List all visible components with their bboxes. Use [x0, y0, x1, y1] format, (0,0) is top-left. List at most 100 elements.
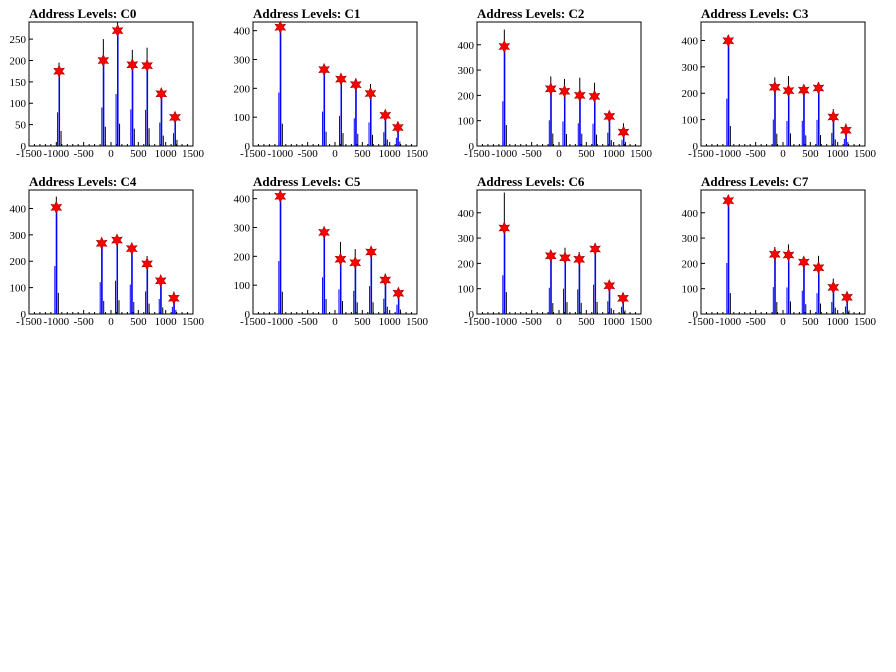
x-tick-label: -1000	[43, 316, 69, 328]
peak-bar	[279, 27, 282, 146]
peak-star-marker	[155, 87, 168, 101]
x-tick-label: 1000	[827, 316, 850, 328]
x-tick-label: 0	[332, 148, 338, 160]
y-tick-label: 100	[10, 283, 27, 295]
peak-bar	[846, 297, 848, 314]
y-tick-label: 200	[682, 258, 699, 270]
peak-star-marker	[274, 189, 287, 204]
y-tick-label: 100	[682, 284, 699, 296]
peak-star-marker	[126, 58, 139, 72]
peak-star-marker	[841, 290, 853, 305]
peak-star-marker	[617, 125, 630, 139]
peak-star-marker	[827, 280, 840, 295]
peak-bar	[384, 279, 387, 314]
peak-bar	[173, 298, 175, 314]
x-tick-label: 500	[354, 148, 371, 160]
chart-title: Address Levels: C0	[29, 6, 136, 21]
peak-star-marker	[318, 225, 330, 240]
peak-bar	[384, 115, 387, 146]
x-tick-label: 500	[578, 316, 595, 328]
x-tick-label: 500	[578, 148, 595, 160]
y-tick-label: 300	[458, 65, 475, 77]
peak-bar	[397, 293, 400, 314]
x-tick-label: -1500	[16, 148, 42, 160]
peak-star-marker	[125, 241, 138, 256]
peak-bar	[608, 285, 611, 314]
peak-star-marker	[722, 33, 735, 48]
x-tick-label: -1500	[464, 148, 490, 160]
peak-star-marker	[498, 39, 511, 54]
x-tick-label: -1500	[688, 316, 714, 328]
peak-bar	[340, 79, 343, 146]
y-tick-label: 400	[234, 26, 251, 38]
y-tick-label: 300	[234, 222, 251, 234]
y-tick-label: 200	[458, 90, 475, 102]
peak-star-marker	[827, 110, 840, 124]
peak-star-marker	[812, 81, 825, 95]
y-tick-label: 100	[10, 98, 27, 110]
x-tick-label: 0	[556, 316, 562, 328]
y-tick-label: 300	[682, 62, 699, 74]
x-tick-label: -1500	[464, 316, 490, 328]
peak-star-marker	[141, 58, 153, 73]
peak-star-marker	[782, 248, 795, 262]
x-tick-label: 1500	[182, 148, 205, 160]
peak-star-marker	[573, 88, 586, 103]
x-tick-label: 0	[332, 316, 338, 328]
peak-star-marker	[169, 110, 181, 125]
y-tick-label: 100	[458, 116, 475, 128]
peak-star-marker	[617, 291, 629, 306]
x-tick-label: -1500	[240, 316, 266, 328]
peak-bar	[279, 196, 282, 314]
y-tick-label: 200	[682, 88, 699, 100]
x-tick-label: 1500	[182, 316, 205, 328]
plot-frame	[28, 21, 194, 147]
peak-bar	[131, 64, 134, 146]
peak-star-marker	[768, 247, 781, 262]
peak-bar	[787, 90, 790, 146]
peak-bar	[818, 87, 820, 146]
peak-bar	[623, 132, 625, 146]
peak-star-marker	[349, 255, 362, 270]
peak-star-marker	[154, 274, 167, 288]
peak-star-marker	[812, 260, 825, 275]
peak-bar	[160, 93, 163, 146]
plot-frame	[476, 21, 642, 147]
x-tick-label: 0	[556, 148, 562, 160]
peak-star-marker	[168, 291, 180, 305]
peak-star-marker	[274, 20, 287, 34]
peak-bar	[818, 267, 820, 314]
y-tick-label: 200	[234, 83, 251, 95]
chart-title: Address Levels: C2	[477, 6, 584, 21]
peak-bar	[355, 84, 357, 146]
x-tick-label: -1000	[43, 148, 69, 160]
chart-title: Address Levels: C5	[253, 174, 361, 189]
x-tick-label: -500	[298, 316, 319, 328]
y-tick-label: 400	[682, 208, 699, 220]
peak-bar	[339, 259, 342, 314]
peak-star-marker	[318, 62, 330, 77]
peak-bar	[832, 116, 835, 146]
peak-star-marker	[379, 273, 392, 287]
y-tick-label: 0	[245, 141, 251, 153]
peak-bar	[774, 87, 776, 146]
peak-bar	[146, 65, 149, 146]
peak-bar	[323, 232, 326, 314]
y-tick-label: 100	[234, 112, 251, 124]
y-tick-label: 150	[10, 77, 27, 89]
peak-bar	[131, 248, 133, 314]
peak-star-marker	[141, 257, 153, 271]
peak-star-marker	[797, 255, 810, 269]
peak-star-marker	[392, 286, 405, 300]
x-tick-label: 1000	[379, 148, 402, 160]
y-tick-label: 300	[234, 54, 251, 66]
x-tick-label: -500	[746, 148, 767, 160]
y-tick-label: 100	[458, 284, 475, 296]
peak-star-marker	[544, 249, 557, 263]
chart-panel-c2: Address Levels: C2-1500 -1000 -500 0 500 1000…	[458, 6, 653, 160]
peak-bar	[160, 280, 162, 314]
peak-star-marker	[392, 120, 404, 135]
peak-star-marker	[97, 53, 110, 68]
x-tick-label: 1500	[406, 148, 429, 160]
chart-title: Address Levels: C4	[29, 174, 137, 189]
